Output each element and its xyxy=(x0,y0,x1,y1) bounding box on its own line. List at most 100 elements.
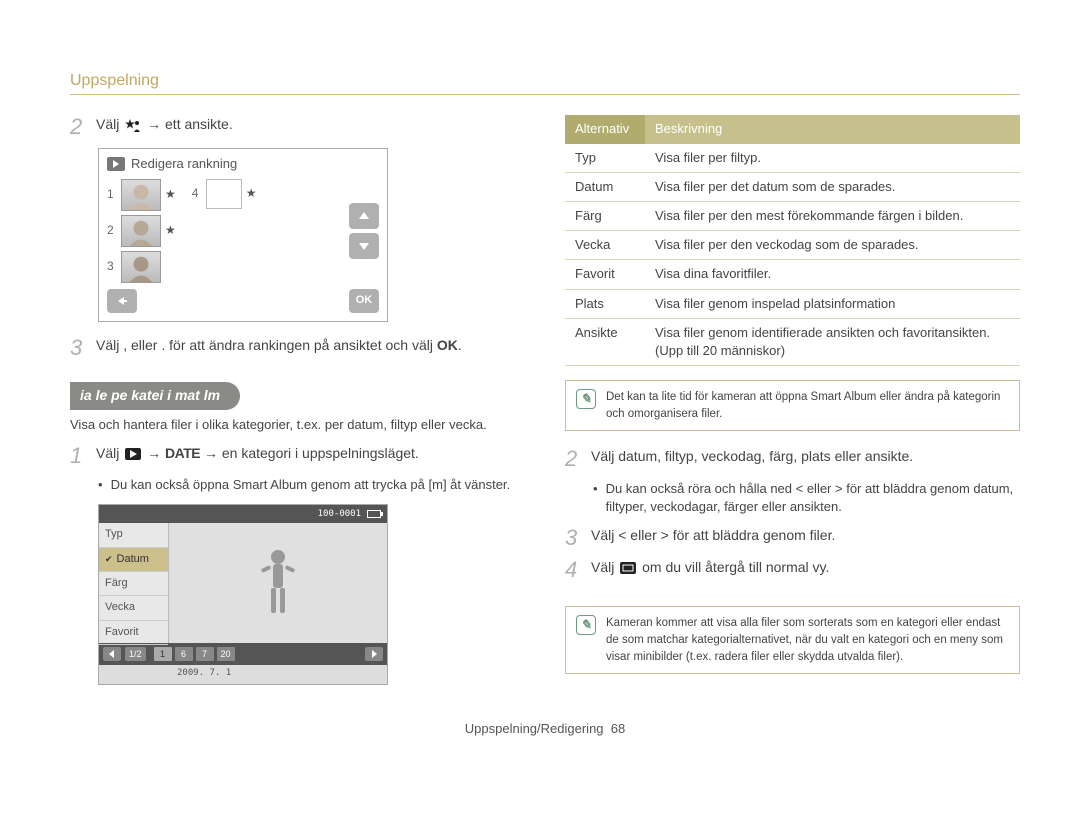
text: → en kategori i uppspelningsläget. xyxy=(204,445,419,461)
right-step-2: 2 Välj datum, filtyp, veckodag, färg, pl… xyxy=(565,447,1020,471)
table-cell: Typ xyxy=(565,144,645,173)
left-step-3: 3 Välj , eller . för att ändra rankingen… xyxy=(70,336,525,360)
star-person-icon xyxy=(125,119,141,133)
smart-album-mock: 100-0001 Typ ✔ Datum Färg Vecka Favorit 1/2 1… xyxy=(98,504,388,685)
table-cell: Visa ﬁler per den mest förekommande färg… xyxy=(645,201,1020,230)
text: om du vill återgå till normal vy. xyxy=(642,559,829,575)
album-menu-label: Vecka xyxy=(105,600,135,615)
star-icon: ★ xyxy=(246,185,257,202)
text: → ett ansikte. xyxy=(147,116,233,132)
empty-face[interactable] xyxy=(206,179,242,209)
album-menu-item[interactable]: Typ xyxy=(99,523,168,547)
text: . xyxy=(458,337,462,353)
expand-icon xyxy=(620,562,636,574)
step-number: 3 xyxy=(70,336,88,360)
album-menu-label: Datum xyxy=(117,552,149,567)
table-row: DatumVisa ﬁler per det datum som de spar… xyxy=(565,172,1020,201)
bullet-icon: • xyxy=(98,476,103,494)
face-thumb[interactable] xyxy=(121,215,161,247)
album-menu-label: Färg xyxy=(105,576,128,591)
rank-row[interactable]: 1 ★ xyxy=(107,179,176,211)
info-note: ✎ Det kan ta lite tid för kameran att öp… xyxy=(565,380,1020,431)
table-cell: Datum xyxy=(565,172,645,201)
table-header: Beskrivning xyxy=(645,115,1020,143)
face-thumb[interactable] xyxy=(121,251,161,283)
date-icon: DATE xyxy=(165,445,200,461)
table-cell: Visa ﬁler per ﬁltyp. xyxy=(645,144,1020,173)
back-button[interactable] xyxy=(107,289,137,313)
step-number: 2 xyxy=(70,115,88,139)
ok-icon: OK xyxy=(437,337,458,353)
album-prev-button[interactable] xyxy=(103,647,121,661)
album-menu-item[interactable]: Färg xyxy=(99,572,168,596)
play-icon xyxy=(107,157,125,171)
text: Välj xyxy=(96,116,123,132)
info-text: Kameran kommer att visa alla ﬁler som so… xyxy=(606,615,1009,665)
bullet-note: • Du kan också öppna Smart Album genom a… xyxy=(98,476,525,494)
right-column: Alternativ Beskrivning TypVisa ﬁler per … xyxy=(565,115,1020,690)
table-cell: Visa ﬁler per den veckodag som de sparad… xyxy=(645,231,1020,260)
album-menu-label: Typ xyxy=(105,527,123,542)
info-icon: ✎ xyxy=(576,615,596,635)
table-cell: Favorit xyxy=(565,260,645,289)
step-number: 3 xyxy=(565,526,583,550)
album-page: 1/2 xyxy=(125,647,146,662)
right-step-4: 4 Välj om du vill återgå till normal vy. xyxy=(565,558,1020,582)
footer-label: Uppspelning/Redigering xyxy=(465,721,604,736)
table-header: Alternativ xyxy=(565,115,645,143)
step-text: Välj → DATE → en kategori i uppspelnings… xyxy=(96,444,525,468)
bullet-icon: • xyxy=(593,480,598,516)
album-menu-item[interactable]: Vecka xyxy=(99,596,168,620)
face-thumb[interactable] xyxy=(121,179,161,211)
info-text: Det kan ta lite tid för kameran att öppn… xyxy=(606,389,1009,422)
table-cell: Visa dina favoritﬁler. xyxy=(645,260,1020,289)
right-step-3: 3 Välj < eller > för att bläddra genom f… xyxy=(565,526,1020,550)
table-cell: Ansikte xyxy=(565,318,645,365)
note-text: Du kan också röra och hålla ned < eller … xyxy=(606,480,1020,516)
check-icon: ✔ xyxy=(105,553,113,566)
album-menu-item[interactable]: Favorit xyxy=(99,621,168,645)
rank-row[interactable]: 3 xyxy=(107,251,176,283)
table-cell: Vecka xyxy=(565,231,645,260)
album-day[interactable]: 7 xyxy=(196,647,214,661)
table-cell: Färg xyxy=(565,201,645,230)
subheading: ia le pe katei i mat lm xyxy=(70,382,240,410)
album-day[interactable]: 20 xyxy=(217,647,235,661)
step-text: Välj om du vill återgå till normal vy. xyxy=(591,558,1020,582)
text: → xyxy=(147,445,165,461)
step-number: 4 xyxy=(565,558,583,582)
step-number: 2 xyxy=(565,447,583,471)
step-text: Välj datum, filtyp, veckodag, färg, plat… xyxy=(591,447,1020,471)
intro-text: Visa och hantera ﬁler i olika kategorier… xyxy=(70,416,525,434)
table-row: TypVisa ﬁler per ﬁltyp. xyxy=(565,144,1020,173)
ok-button[interactable]: OK xyxy=(349,289,379,313)
file-counter: 100-0001 xyxy=(318,508,361,521)
table-row: FärgVisa ﬁler per den mest förekommande … xyxy=(565,201,1020,230)
ranking-editor: Redigera rankning 1 ★ 2 ★ 3 xyxy=(98,148,388,322)
album-day[interactable]: 6 xyxy=(175,647,193,661)
left-column: 2 Välj → ett ansikte. Redigera rankning … xyxy=(70,115,525,690)
left-step-1: 1 Välj → DATE → en kategori i uppspelnin… xyxy=(70,444,525,468)
album-next-button[interactable] xyxy=(365,647,383,661)
left-step-2: 2 Välj → ett ansikte. xyxy=(70,115,525,139)
table-cell: Visa ﬁler genom inspelad platsinformatio… xyxy=(645,289,1020,318)
album-preview xyxy=(169,523,387,643)
text: Välj , eller . för att ändra rankingen p… xyxy=(96,337,437,353)
info-icon: ✎ xyxy=(576,389,596,409)
table-cell: Visa ﬁler genom identiﬁerade ansikten oc… xyxy=(645,318,1020,365)
rank-number: 2 xyxy=(107,222,117,239)
album-menu-label: Favorit xyxy=(105,625,139,640)
star-icon: ★ xyxy=(165,186,176,203)
rank-title: Redigera rankning xyxy=(131,155,237,173)
album-day[interactable]: 1 xyxy=(154,647,172,661)
step-text: Välj → ett ansikte. xyxy=(96,115,525,139)
table-row: AnsikteVisa ﬁler genom identiﬁerade ansi… xyxy=(565,318,1020,365)
rank-up-button[interactable] xyxy=(349,203,379,229)
rank-row[interactable]: 2 ★ xyxy=(107,215,176,247)
table-row: PlatsVisa ﬁler genom inspelad platsinfor… xyxy=(565,289,1020,318)
album-menu-item[interactable]: ✔ Datum xyxy=(99,548,168,572)
album-day-strip: 16720 xyxy=(154,647,361,661)
rank-down-button[interactable] xyxy=(349,233,379,259)
rank-number: 3 xyxy=(107,258,117,275)
rank-row[interactable]: 4 ★ xyxy=(192,179,257,209)
